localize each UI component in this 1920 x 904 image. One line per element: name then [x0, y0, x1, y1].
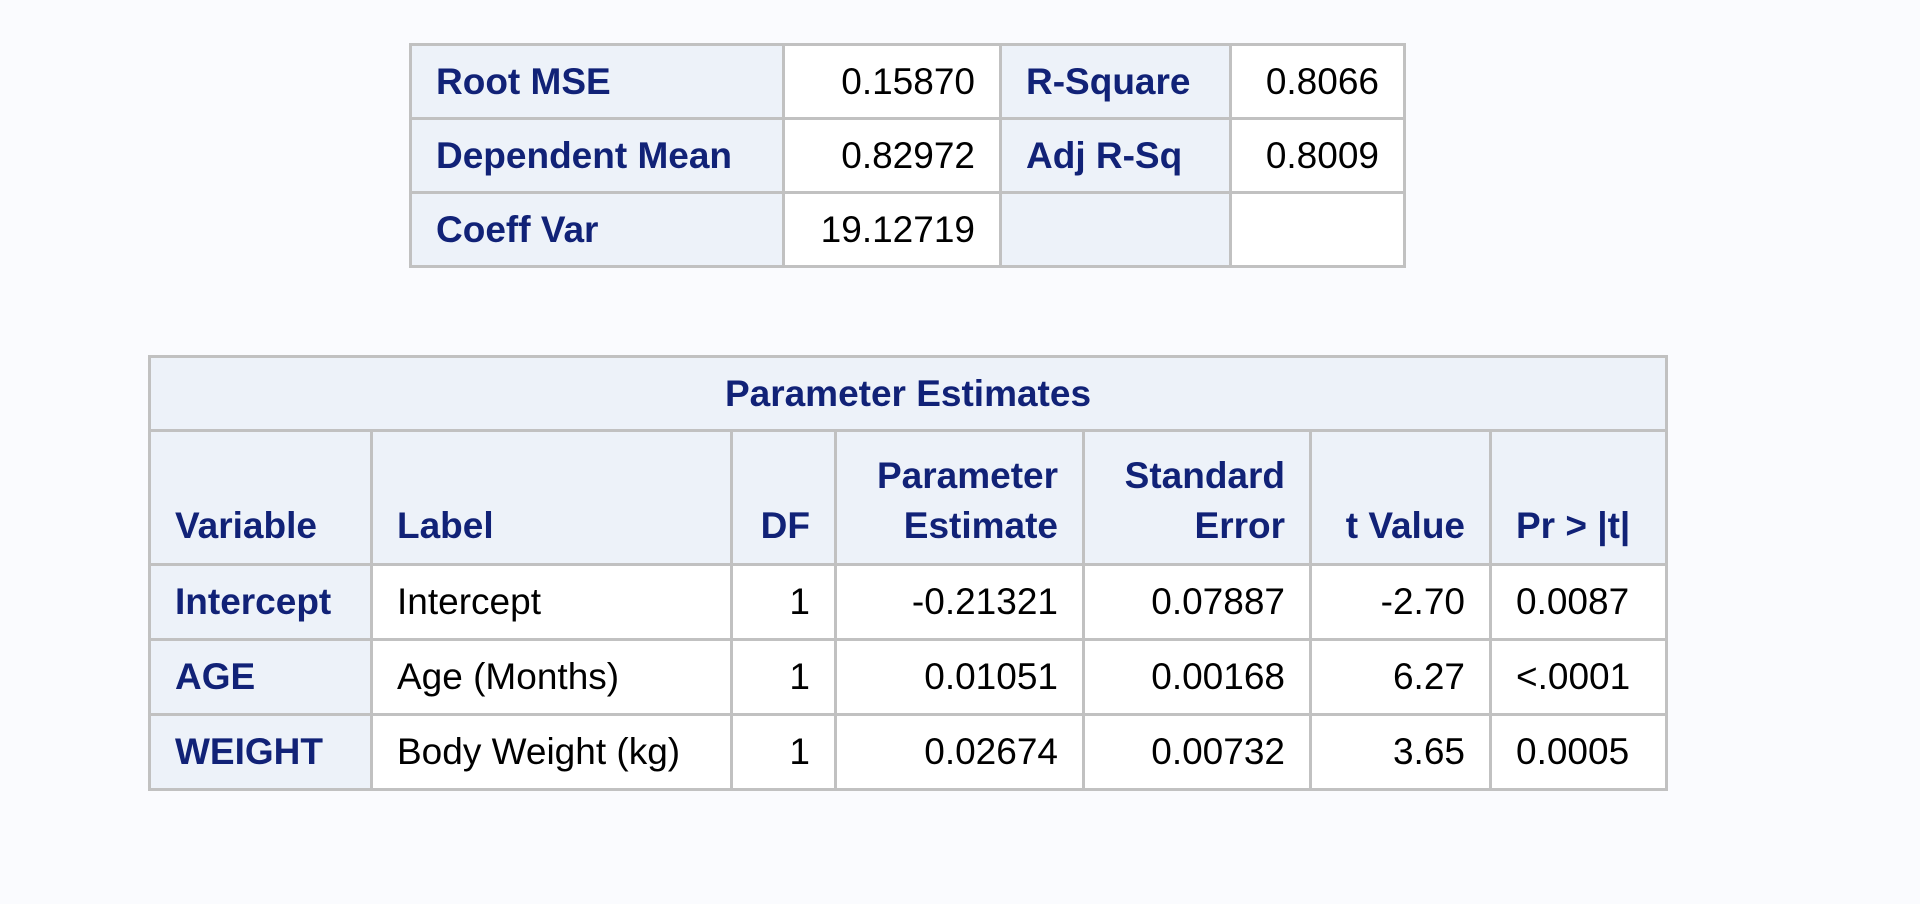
fit-row: Coeff Var 19.12719 [409, 191, 1406, 268]
stderr-cell: 0.00732 [1082, 713, 1312, 791]
fit-label: Dependent Mean [409, 117, 785, 194]
fit-statistics-table: Root MSE 0.15870 R-Square 0.8066 Depende… [409, 43, 1406, 268]
fit-label: Coeff Var [409, 191, 785, 268]
fit-label: R-Square [999, 43, 1232, 120]
column-header-variable: Variable [148, 429, 373, 566]
estimate-cell: -0.21321 [834, 563, 1085, 641]
p-value-cell: <.0001 [1489, 638, 1668, 716]
table-title: Parameter Estimates [148, 355, 1668, 432]
header-line: Standard [1124, 455, 1285, 496]
p-value-cell: 0.0087 [1489, 563, 1668, 641]
fit-value: 0.8066 [1229, 43, 1406, 120]
t-value-cell: 6.27 [1309, 638, 1492, 716]
column-header-label: Label [370, 429, 733, 566]
stderr-cell: 0.00168 [1082, 638, 1312, 716]
fit-value: 19.12719 [782, 191, 1002, 268]
variable-cell: AGE [148, 638, 373, 716]
label-cell: Intercept [370, 563, 733, 641]
fit-row: Dependent Mean 0.82972 Adj R-Sq 0.8009 [409, 117, 1406, 194]
table-row: WEIGHT Body Weight (kg) 1 0.02674 0.0073… [148, 713, 1668, 791]
table-row: Intercept Intercept 1 -0.21321 0.07887 -… [148, 563, 1668, 641]
header-line: Estimate [903, 505, 1058, 546]
column-header-stderr: Standard Error [1082, 429, 1312, 566]
column-header-df: DF [730, 429, 837, 566]
label-cell: Body Weight (kg) [370, 713, 733, 791]
df-cell: 1 [730, 713, 837, 791]
header-line: Parameter [876, 455, 1058, 496]
fit-label-empty [999, 191, 1232, 268]
parameter-estimates-table: Parameter Estimates Variable Label DF Pa… [148, 355, 1668, 791]
estimate-cell: 0.02674 [834, 713, 1085, 791]
table-row: AGE Age (Months) 1 0.01051 0.00168 6.27 … [148, 638, 1668, 716]
df-cell: 1 [730, 638, 837, 716]
fit-value: 0.15870 [782, 43, 1002, 120]
label-cell: Age (Months) [370, 638, 733, 716]
header-line: Error [1194, 505, 1285, 546]
fit-label: Adj R-Sq [999, 117, 1232, 194]
column-header-estimate: Parameter Estimate [834, 429, 1085, 566]
column-header-row: Variable Label DF Parameter Estimate Stan… [148, 429, 1668, 566]
estimate-cell: 0.01051 [834, 638, 1085, 716]
table-title-row: Parameter Estimates [148, 355, 1668, 432]
df-cell: 1 [730, 563, 837, 641]
p-value-cell: 0.0005 [1489, 713, 1668, 791]
fit-value: 0.82972 [782, 117, 1002, 194]
fit-label: Root MSE [409, 43, 785, 120]
variable-cell: Intercept [148, 563, 373, 641]
variable-cell: WEIGHT [148, 713, 373, 791]
fit-value: 0.8009 [1229, 117, 1406, 194]
t-value-cell: -2.70 [1309, 563, 1492, 641]
t-value-cell: 3.65 [1309, 713, 1492, 791]
fit-row: Root MSE 0.15870 R-Square 0.8066 [409, 43, 1406, 120]
fit-value-empty [1229, 191, 1406, 268]
column-header-p-value: Pr > |t| [1489, 429, 1668, 566]
column-header-t-value: t Value [1309, 429, 1492, 566]
stderr-cell: 0.07887 [1082, 563, 1312, 641]
